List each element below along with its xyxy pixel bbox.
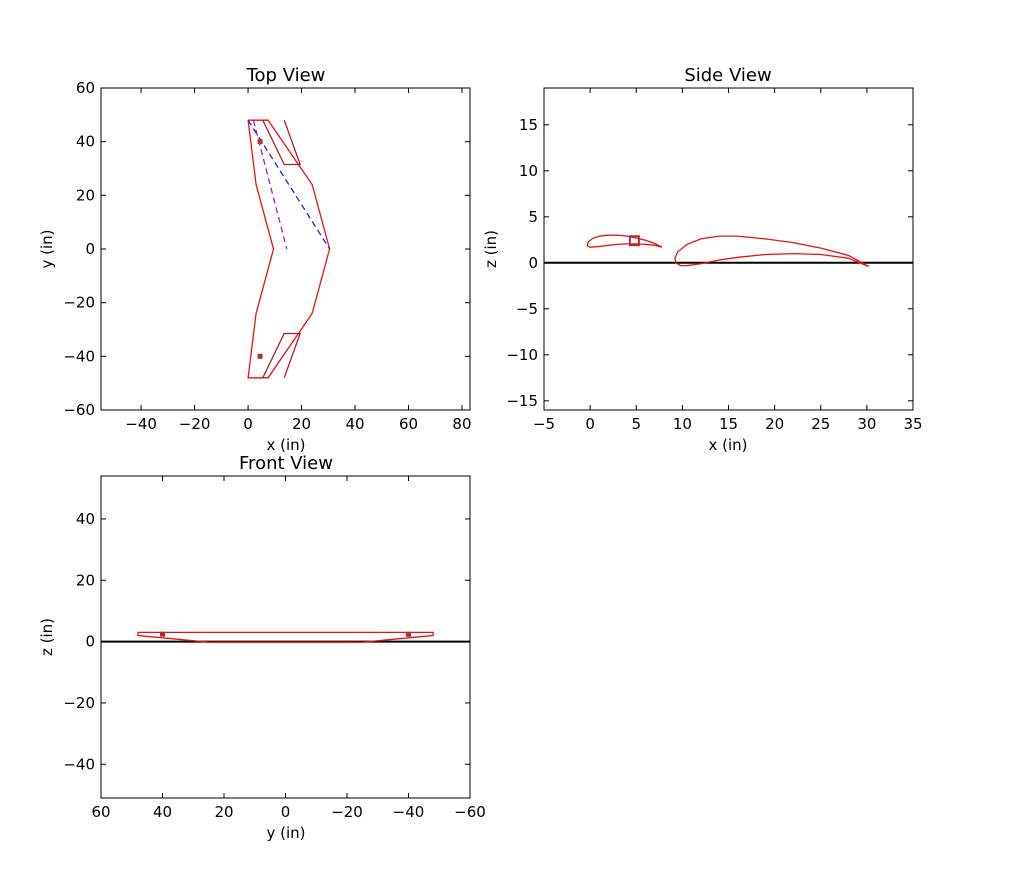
mass-point-marker	[257, 139, 263, 145]
y-tick-label: 60	[76, 79, 95, 97]
y-tick-label: 0	[85, 240, 95, 258]
series-wing-outline	[247, 119, 331, 379]
mass-point-marker	[160, 631, 165, 637]
x-tick-label: 30	[857, 415, 876, 433]
x-tick-label: −60	[454, 803, 486, 821]
x-tick-label: −20	[331, 803, 363, 821]
x-tick-label: 0	[281, 803, 291, 821]
top-view-frame	[100, 87, 471, 411]
side-view-axes: Side View x (in) z (in) −5 0 5 10 15 20 25 30 35…	[482, 65, 923, 454]
top-view-ylabel: y (in)	[38, 229, 56, 268]
front-view-xlabel: y (in)	[266, 824, 305, 842]
series-main-airfoil	[674, 235, 870, 268]
y-tick-label: −40	[63, 755, 95, 773]
top-view-data	[247, 119, 331, 379]
side-view-xlabel: x (in)	[708, 436, 747, 454]
x-tick-label: 20	[765, 415, 784, 433]
side-view-ylabel: z (in)	[482, 230, 500, 268]
x-tick-label: 40	[345, 415, 364, 433]
x-tick-label: 60	[91, 803, 110, 821]
y-tick-label: 20	[76, 571, 95, 589]
x-tick-label: −40	[393, 803, 425, 821]
y-tick-label: 0	[528, 254, 538, 272]
y-tick-label: 10	[519, 162, 538, 180]
y-tick-label: 40	[76, 510, 95, 528]
x-tick-label: 80	[452, 415, 471, 433]
top-view-ticks: −40 −20 0 20 40 60 80 −60 −40 −20 0 20 40 60	[63, 79, 471, 433]
front-view-ticks: 60 40 20 0 −20 −40 −60 −40 −20 0 20 40	[63, 476, 486, 821]
x-tick-label: 0	[243, 415, 253, 433]
y-tick-label: −10	[506, 346, 538, 364]
y-tick-label: 15	[519, 116, 538, 134]
front-view-title: Front View	[239, 453, 333, 474]
y-tick-label: −20	[63, 294, 95, 312]
x-tick-label: −20	[179, 415, 211, 433]
x-tick-label: 20	[214, 803, 233, 821]
front-view-ylabel: z (in)	[38, 618, 56, 656]
x-tick-label: 25	[811, 415, 830, 433]
front-view-data	[101, 631, 470, 643]
top-view-title: Top View	[246, 65, 326, 86]
y-tick-label: −5	[516, 300, 538, 318]
top-view-axes: Top View x (in) y (in) −40 −20 0 20 40 60 80 −6…	[38, 65, 472, 454]
y-tick-label: 0	[85, 633, 95, 651]
y-tick-label: 20	[76, 186, 95, 204]
side-view-frame	[543, 87, 914, 411]
mass-point-marker	[406, 631, 411, 637]
y-tick-label: 5	[528, 208, 538, 226]
y-tick-label: −20	[63, 694, 95, 712]
x-tick-label: 60	[399, 415, 418, 433]
x-tick-label: 20	[292, 415, 311, 433]
side-view-ticks: −5 0 5 10 15 20 25 30 35 −15 −10 −5 0 5 10 15	[506, 88, 923, 433]
y-tick-label: −60	[63, 401, 95, 419]
mass-point-marker	[628, 235, 640, 247]
x-tick-label: 35	[903, 415, 922, 433]
front-view-frame	[100, 475, 471, 799]
series-control-surface-upper	[262, 119, 302, 166]
x-tick-label: 0	[585, 415, 595, 433]
series-wing-front-outline	[137, 631, 434, 643]
front-view-axes: Front View y (in) z (in) 60 40 20 0 −20 −40 −6…	[38, 453, 486, 842]
side-view-title: Side View	[684, 65, 771, 86]
y-tick-label: −15	[506, 392, 538, 410]
series-control-surface-lower	[262, 332, 302, 379]
x-tick-label: 15	[719, 415, 738, 433]
y-tick-label: 40	[76, 133, 95, 151]
x-tick-label: 40	[153, 803, 172, 821]
x-tick-label: −40	[125, 415, 157, 433]
top-view-xlabel: x (in)	[266, 436, 305, 454]
x-tick-label: 5	[631, 415, 641, 433]
x-tick-label: 10	[673, 415, 692, 433]
x-tick-label: −5	[533, 415, 555, 433]
mass-point-marker	[257, 353, 263, 359]
side-view-data	[544, 234, 913, 268]
y-tick-label: −40	[63, 347, 95, 365]
series-tail-airfoil	[586, 234, 663, 248]
